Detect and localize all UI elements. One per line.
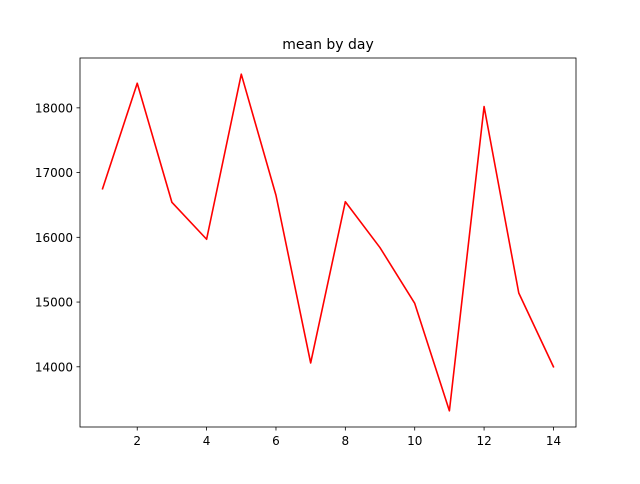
x-tick-label: 8: [342, 434, 350, 448]
ticks-layer: 2 4 6 8 10 12 14 14000 15000 16000 17000 18000: [35, 101, 561, 448]
y-tick-label: 15000: [35, 296, 73, 310]
series-line-0: [101, 73, 555, 412]
data-point: [275, 195, 276, 196]
y-tick-label: 17000: [35, 166, 73, 180]
data-point: [241, 74, 242, 75]
plot-frame: [79, 57, 577, 428]
data-point: [345, 201, 346, 202]
x-tick-label: 14: [546, 434, 561, 448]
x-tick-label: 4: [203, 434, 211, 448]
axes-layer: [79, 57, 577, 428]
data-point: [171, 202, 172, 203]
data-point: [206, 239, 207, 240]
y-tick-label: 14000: [35, 360, 73, 374]
x-tick-label: 2: [133, 434, 141, 448]
data-point: [553, 366, 554, 367]
x-tick-label: 6: [272, 434, 280, 448]
x-tick-label: 12: [476, 434, 491, 448]
y-tick-label: 16000: [35, 231, 73, 245]
data-point: [449, 410, 450, 411]
data-point: [102, 188, 103, 189]
x-tick-label: 10: [407, 434, 422, 448]
data-point: [380, 247, 381, 248]
data-point: [414, 303, 415, 304]
y-tick-label: 18000: [35, 101, 73, 115]
chart-title: mean by day: [282, 37, 374, 53]
data-point: [518, 292, 519, 293]
data-point: [137, 83, 138, 84]
series-layer: [101, 73, 555, 412]
data-point: [484, 106, 485, 107]
data-point: [310, 362, 311, 363]
